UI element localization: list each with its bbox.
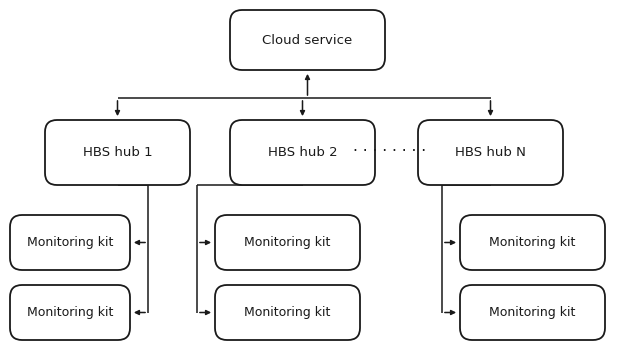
FancyBboxPatch shape <box>10 215 130 270</box>
FancyBboxPatch shape <box>45 120 190 185</box>
Text: Monitoring kit: Monitoring kit <box>27 306 113 319</box>
FancyBboxPatch shape <box>418 120 563 185</box>
Text: Monitoring kit: Monitoring kit <box>489 306 576 319</box>
FancyBboxPatch shape <box>215 285 360 340</box>
Text: Monitoring kit: Monitoring kit <box>27 236 113 249</box>
Text: HBS hub N: HBS hub N <box>455 146 526 159</box>
Text: Monitoring kit: Monitoring kit <box>489 236 576 249</box>
FancyBboxPatch shape <box>215 215 360 270</box>
FancyBboxPatch shape <box>230 10 385 70</box>
Text: Cloud service: Cloud service <box>263 34 353 47</box>
FancyBboxPatch shape <box>460 215 605 270</box>
FancyBboxPatch shape <box>10 285 130 340</box>
Text: HBS hub 1: HBS hub 1 <box>83 146 152 159</box>
Text: Monitoring kit: Monitoring kit <box>244 236 331 249</box>
Text: HBS hub 2: HBS hub 2 <box>268 146 337 159</box>
FancyBboxPatch shape <box>230 120 375 185</box>
Text: · · · · · · · ·: · · · · · · · · <box>353 144 427 160</box>
FancyBboxPatch shape <box>460 285 605 340</box>
Text: Monitoring kit: Monitoring kit <box>244 306 331 319</box>
